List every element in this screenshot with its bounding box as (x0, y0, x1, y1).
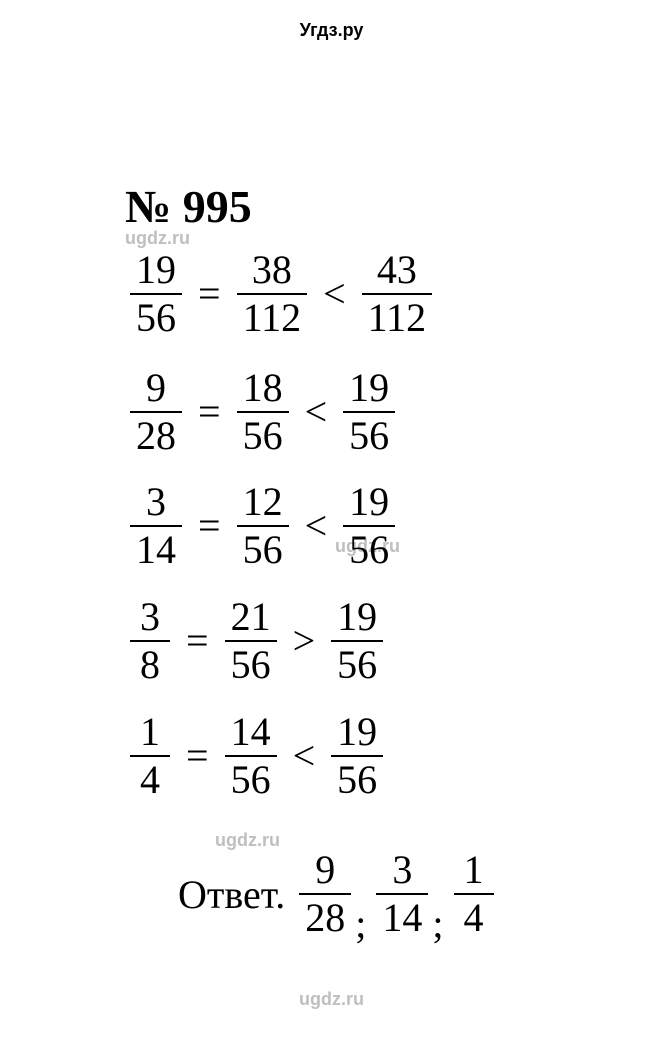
numerator: 19 (331, 597, 383, 637)
separator: ; (432, 910, 443, 938)
operator-equals: = (198, 506, 221, 546)
fraction: 1 4 (130, 712, 170, 800)
fraction: 43 112 (362, 250, 433, 338)
numerator: 9 (309, 850, 341, 890)
answer-label: Ответ. (178, 871, 285, 918)
fraction: 19 56 (331, 597, 383, 685)
denominator: 14 (130, 530, 182, 570)
numerator: 18 (237, 368, 289, 408)
numerator: 19 (343, 482, 395, 522)
numerator: 19 (130, 250, 182, 290)
fraction: 38 112 (237, 250, 308, 338)
operator-compare: > (293, 621, 316, 661)
equation-line: 1 4 = 14 56 < 19 56 (130, 712, 383, 800)
numerator: 1 (458, 850, 490, 890)
fraction: 9 28 (130, 368, 182, 456)
numerator: 3 (134, 597, 166, 637)
page: Угдз.ру № 995 ugdz.ru ugdz.ru ugdz.ru ug… (0, 0, 663, 1042)
answer-line: Ответ. 9 28 ; 3 14 ; 1 4 (178, 850, 494, 938)
denominator: 4 (458, 898, 490, 938)
operator-equals: = (186, 736, 209, 776)
watermark-text: ugdz.ru (215, 830, 280, 851)
numerator: 21 (225, 597, 277, 637)
numerator: 12 (237, 482, 289, 522)
fraction: 18 56 (237, 368, 289, 456)
fraction: 21 56 (225, 597, 277, 685)
fraction: 12 56 (237, 482, 289, 570)
fraction: 9 28 (299, 850, 351, 938)
operator-equals: = (198, 392, 221, 432)
fraction: 3 14 (130, 482, 182, 570)
denominator: 14 (376, 898, 428, 938)
denominator: 56 (237, 416, 289, 456)
denominator: 28 (130, 416, 182, 456)
numerator: 43 (371, 250, 423, 290)
numerator: 19 (343, 368, 395, 408)
equation-line: 9 28 = 18 56 < 19 56 (130, 368, 395, 456)
fraction: 3 8 (130, 597, 170, 685)
numerator: 3 (140, 482, 172, 522)
numerator: 9 (140, 368, 172, 408)
denominator: 112 (237, 298, 308, 338)
fraction: 19 56 (343, 368, 395, 456)
separator: ; (355, 910, 366, 938)
numerator: 38 (246, 250, 298, 290)
operator-compare: < (323, 274, 346, 314)
denominator: 56 (331, 645, 383, 685)
equation-line: 3 8 = 21 56 > 19 56 (130, 597, 383, 685)
numerator: 14 (225, 712, 277, 752)
fraction: 14 56 (225, 712, 277, 800)
fraction: 19 56 (130, 250, 182, 338)
denominator: 56 (343, 416, 395, 456)
denominator: 8 (134, 645, 166, 685)
denominator: 56 (225, 645, 277, 685)
page-header: Угдз.ру (0, 20, 663, 41)
fraction: 3 14 (376, 850, 428, 938)
problem-number: № 995 (125, 180, 252, 233)
fraction: 19 56 (343, 482, 395, 570)
operator-equals: = (186, 621, 209, 661)
denominator: 4 (134, 760, 166, 800)
denominator: 56 (237, 530, 289, 570)
header-title: Угдз.ру (300, 20, 364, 40)
denominator: 28 (299, 898, 351, 938)
operator-equals: = (198, 274, 221, 314)
operator-compare: < (293, 736, 316, 776)
fraction: 1 4 (454, 850, 494, 938)
equation-line: 3 14 = 12 56 < 19 56 (130, 482, 395, 570)
denominator: 56 (225, 760, 277, 800)
watermark-text: ugdz.ru (0, 989, 663, 1010)
fraction: 19 56 (331, 712, 383, 800)
operator-compare: < (305, 506, 328, 546)
equation-line: 19 56 = 38 112 < 43 112 (130, 250, 432, 338)
numerator: 3 (386, 850, 418, 890)
numerator: 19 (331, 712, 383, 752)
denominator: 56 (343, 530, 395, 570)
operator-compare: < (305, 392, 328, 432)
denominator: 112 (362, 298, 433, 338)
denominator: 56 (130, 298, 182, 338)
numerator: 1 (134, 712, 166, 752)
denominator: 56 (331, 760, 383, 800)
